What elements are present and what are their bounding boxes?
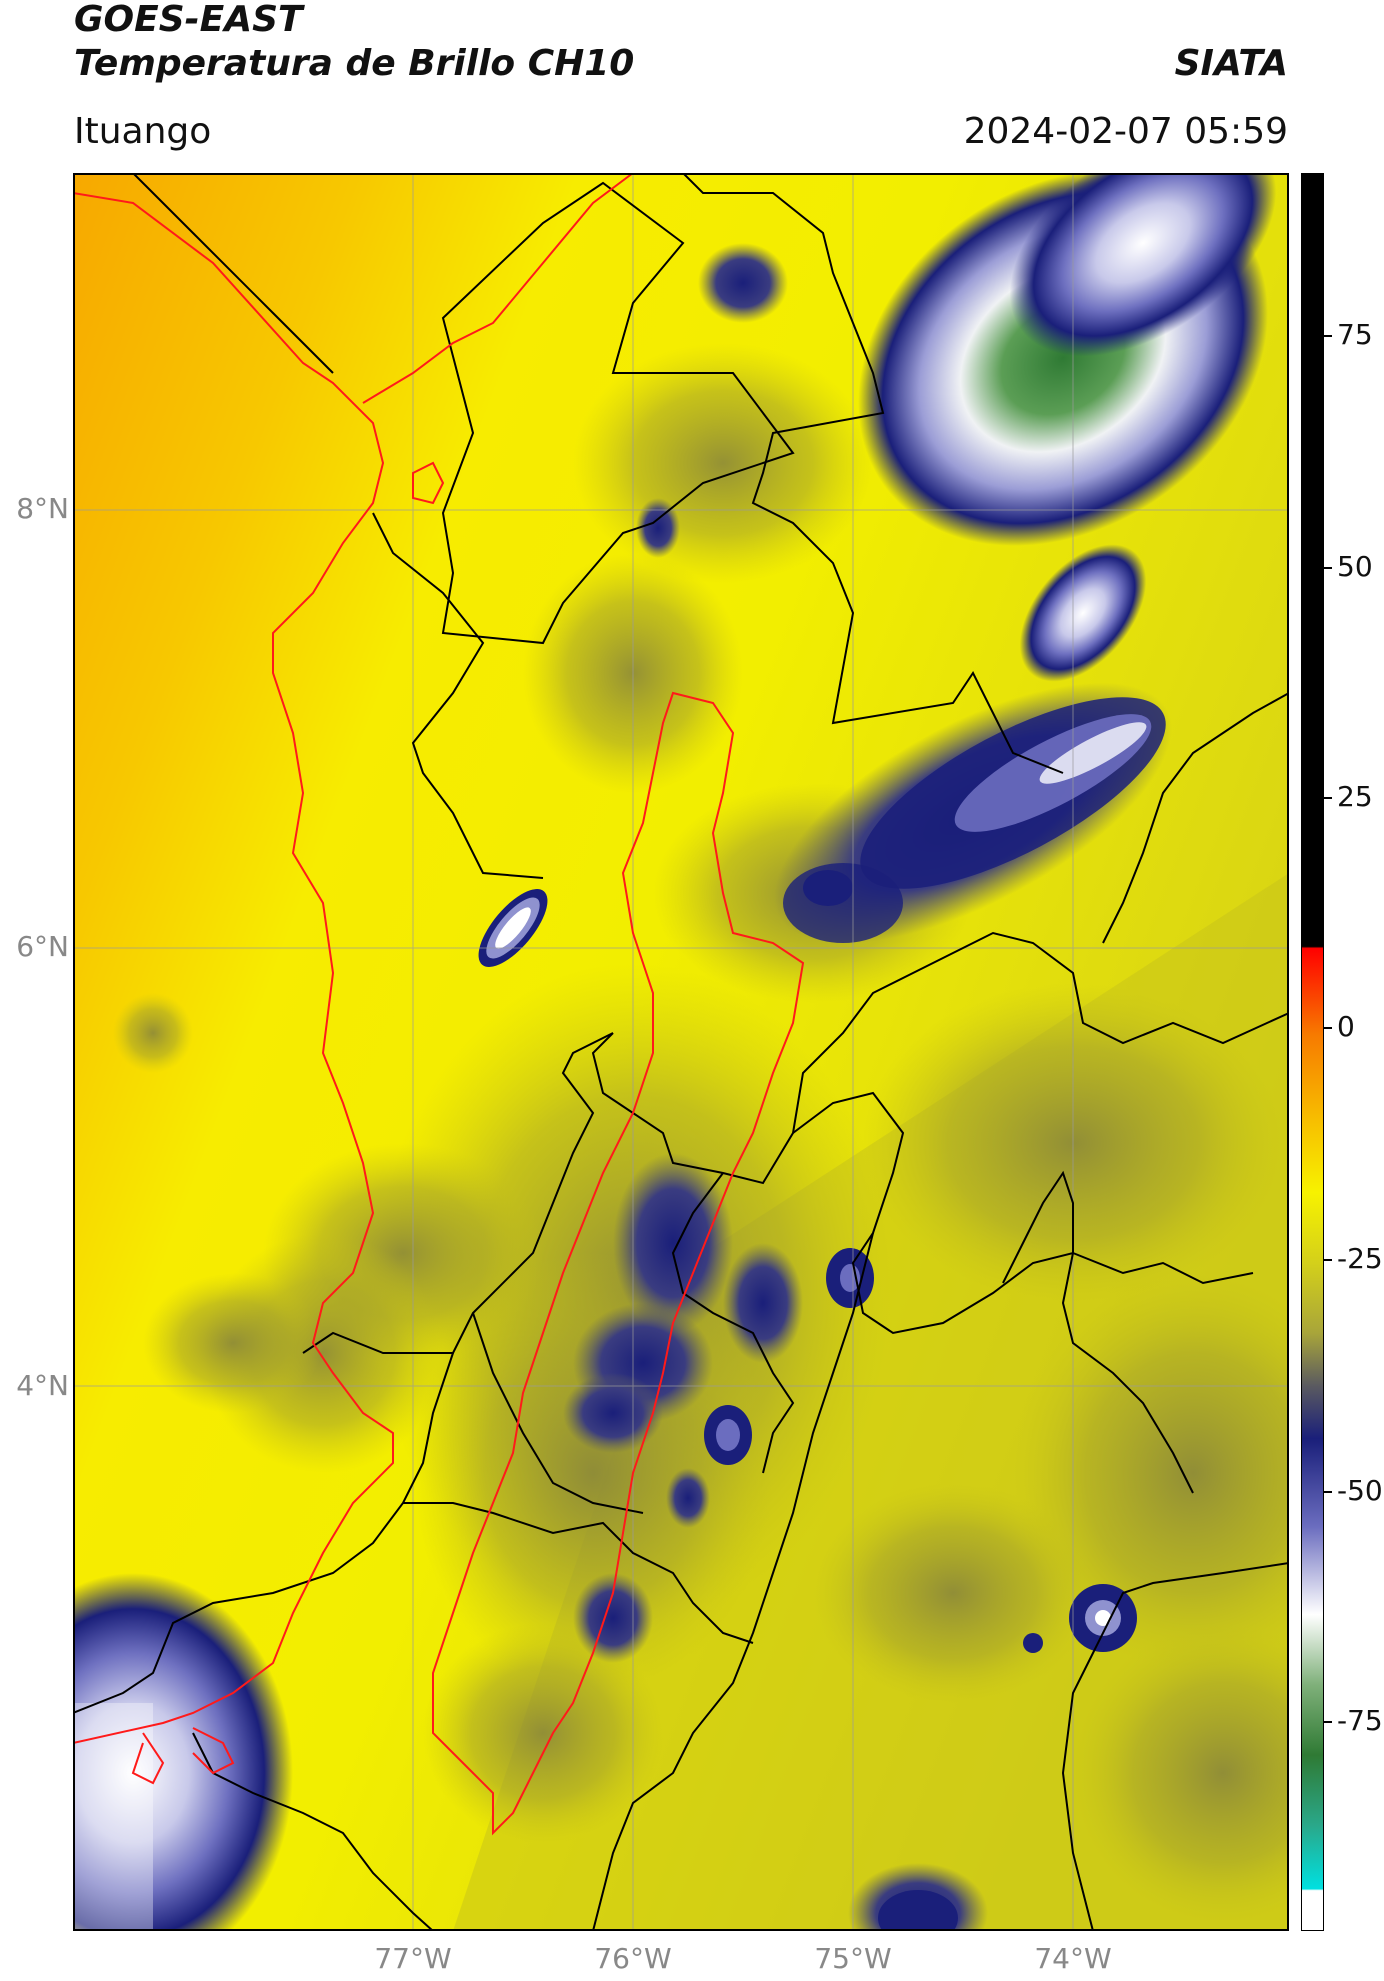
region-label: Ituango bbox=[74, 111, 212, 152]
colorbar-tickmark bbox=[1324, 1027, 1332, 1029]
colorbar-tick-minus50: -50 bbox=[1337, 1474, 1383, 1507]
lon-label-74w: 74°W bbox=[1034, 1942, 1112, 1975]
lat-label-8n: 8°N bbox=[16, 492, 69, 525]
timestamp-label: 2024-02-07 05:59 bbox=[963, 111, 1288, 152]
storm-band-central bbox=[774, 682, 1172, 944]
graticule bbox=[73, 173, 1289, 1931]
lat-label-6n: 6°N bbox=[16, 930, 69, 963]
colorbar-tickmark bbox=[1324, 567, 1332, 569]
lon-label-77w: 77°W bbox=[374, 1942, 452, 1975]
lon-label-76w: 76°W bbox=[594, 1942, 672, 1975]
colorbar bbox=[1301, 173, 1324, 1931]
colorbar-tickmark bbox=[1324, 1259, 1332, 1261]
colorbar-tick-25: 25 bbox=[1337, 780, 1373, 813]
storm-cell-east bbox=[1019, 544, 1147, 682]
colorbar-tickmark bbox=[1324, 335, 1332, 337]
colorbar-tick-50: 50 bbox=[1337, 550, 1373, 583]
title-satellite: GOES-EAST bbox=[74, 0, 303, 40]
colorbar-tickmark bbox=[1324, 1721, 1332, 1723]
colorbar-tick-minus25: -25 bbox=[1337, 1242, 1383, 1275]
storm-cell-west bbox=[478, 889, 548, 967]
lat-label-4n: 4°N bbox=[16, 1369, 69, 1402]
storm-cell-northeast bbox=[858, 129, 1277, 546]
title-product: Temperatura de Brillo CH10 bbox=[74, 43, 635, 84]
satellite-map bbox=[0, 129, 1373, 1973]
admin-borders bbox=[72, 172, 1290, 1932]
colorbar-tickmark bbox=[1324, 1491, 1332, 1493]
coastline-and-basin bbox=[72, 172, 805, 1836]
colorbar-tick-0: 0 bbox=[1337, 1010, 1355, 1043]
brand-label: SIATA bbox=[1174, 43, 1288, 84]
colorbar-tick-minus75: -75 bbox=[1337, 1704, 1383, 1737]
lon-label-75w: 75°W bbox=[814, 1942, 892, 1975]
colorbar-tick-75: 75 bbox=[1337, 318, 1373, 351]
colorbar-tickmark bbox=[1324, 797, 1332, 799]
